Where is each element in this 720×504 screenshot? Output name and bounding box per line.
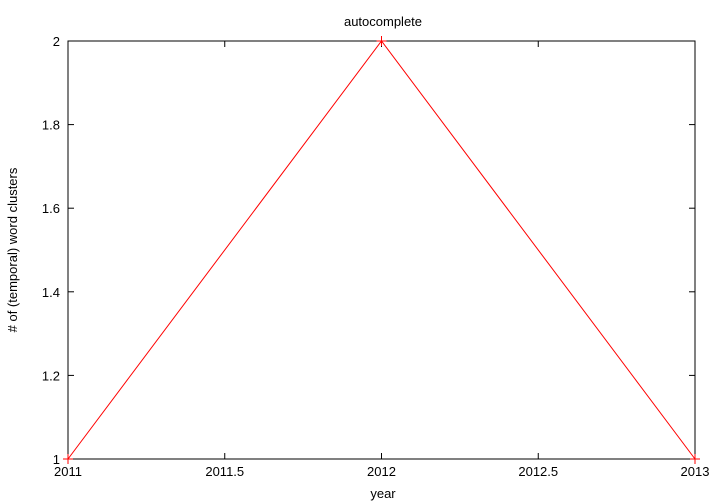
chart-title: autocomplete <box>344 14 422 29</box>
y-tick-label: 1 <box>53 452 60 467</box>
data-point <box>63 454 73 464</box>
x-tick-label: 2013 <box>681 464 710 479</box>
plot-frame <box>67 40 696 460</box>
x-tick-label: 2011 <box>54 464 82 479</box>
data-point <box>376 36 387 46</box>
x-axis-label: year <box>370 486 396 501</box>
x-tick-label: 2012 <box>367 464 396 479</box>
y-tick-label: 1.2 <box>42 368 60 383</box>
y-tick-label: 1.6 <box>42 201 60 216</box>
y-tick-label: 1.4 <box>42 285 60 300</box>
data-point <box>690 454 700 464</box>
x-tick-label: 2011.5 <box>205 464 244 479</box>
y-axis-label: # of (temporal) word clusters <box>5 167 20 332</box>
series-line <box>67 40 696 460</box>
x-tick-label: 2012.5 <box>518 464 558 479</box>
series-group <box>63 36 700 464</box>
y-tick-label: 1.8 <box>42 118 60 133</box>
axis-ticks: 2011 2011.5 2012 2012.5 2013 1 1.2 1.4 1.6 1.8 2 <box>42 34 710 479</box>
y-tick-label: 2 <box>53 34 60 49</box>
